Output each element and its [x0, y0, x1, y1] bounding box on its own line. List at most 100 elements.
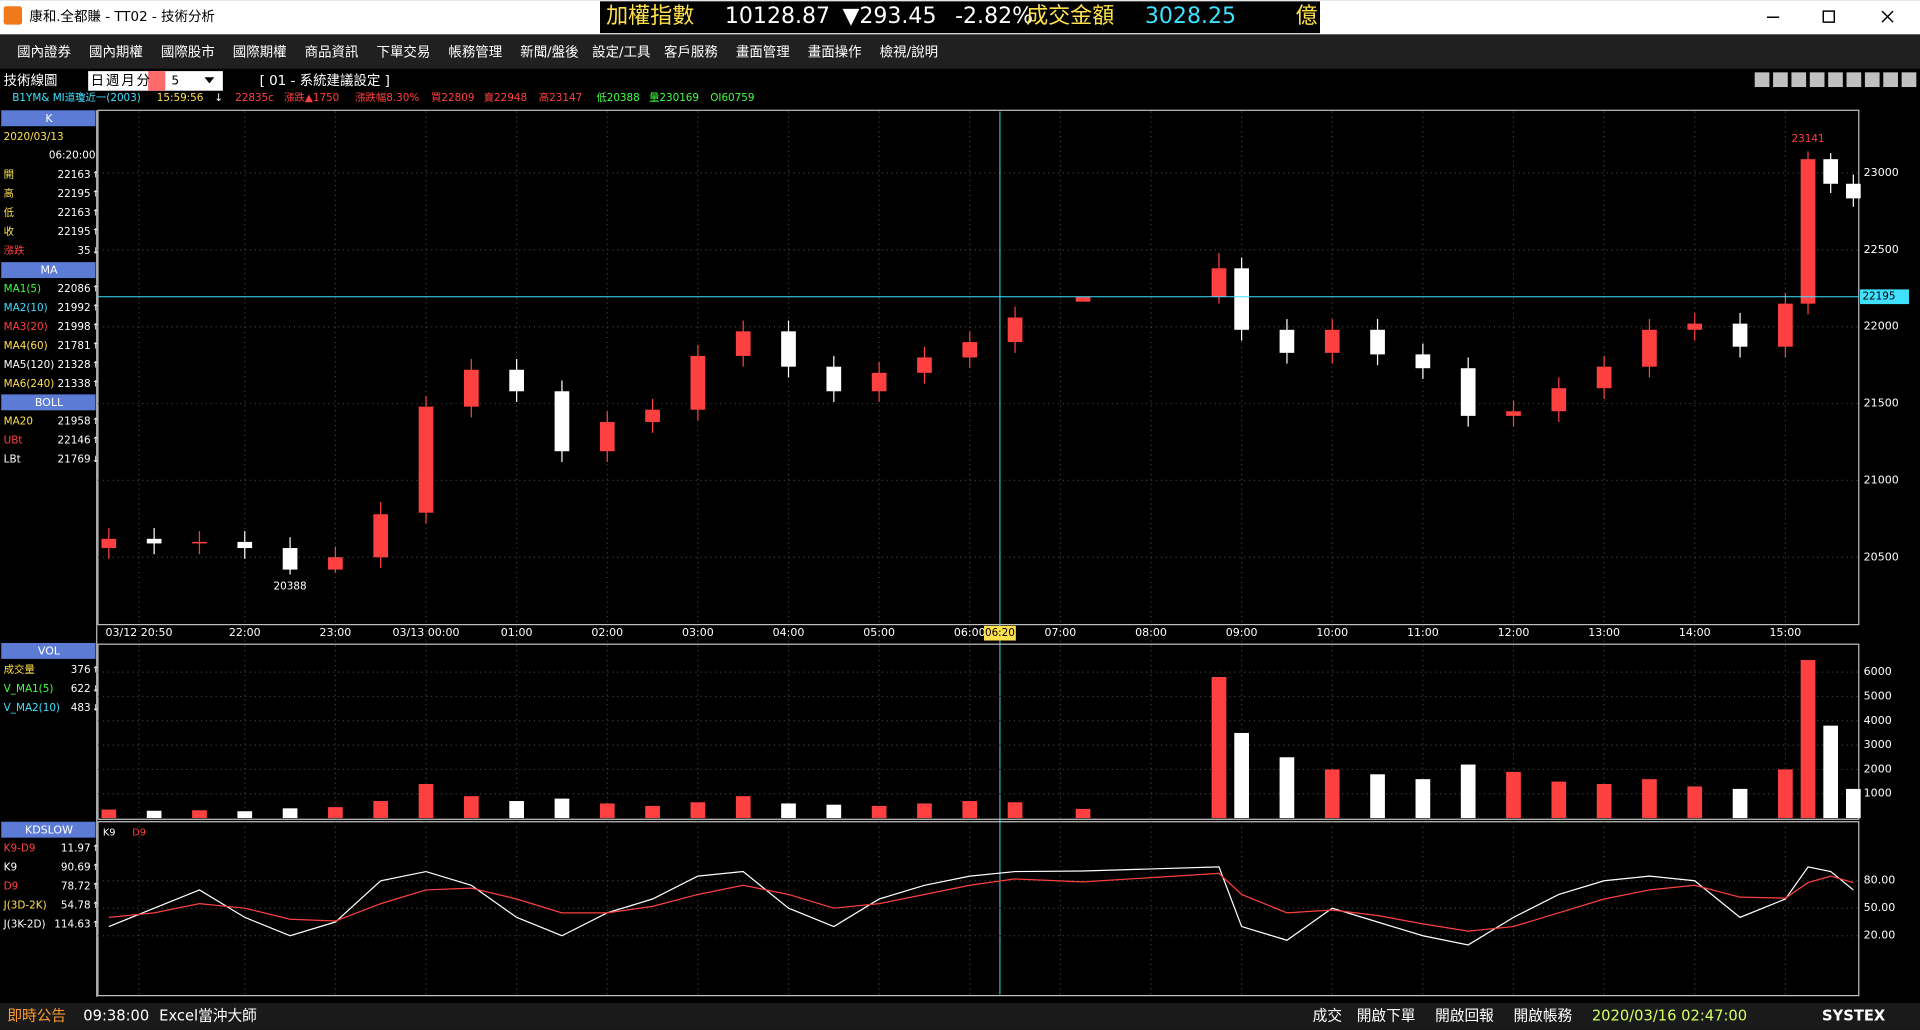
- volume-bar: [418, 784, 434, 819]
- candle-body: [917, 357, 932, 373]
- row-value: 622: [71, 683, 91, 695]
- row-value: 21958: [58, 415, 91, 427]
- volume-bar: [1642, 779, 1657, 819]
- candle-body: [328, 557, 343, 570]
- volume-bar: [1800, 659, 1816, 819]
- volume-bar: [1460, 764, 1476, 819]
- menu-item[interactable]: 設定/工具: [592, 45, 650, 61]
- period-option[interactable]: 日: [91, 74, 104, 89]
- x-tick-label: 02:00: [591, 626, 623, 639]
- status-item[interactable]: 開啟回報: [1435, 1007, 1494, 1024]
- chart-bar: 1000 2000 3000 4000 5000 6000: [97, 659, 1892, 819]
- legend-entry: D9: [132, 828, 146, 839]
- volume-bar: [1732, 788, 1748, 819]
- panel-header: [1, 110, 96, 127]
- row-value: 35: [77, 245, 90, 257]
- volume-bar: [1370, 774, 1385, 819]
- volume-bar: [599, 803, 615, 819]
- row-arrow: ↓: [92, 455, 99, 465]
- candle-body: [1596, 366, 1612, 389]
- tool-icon[interactable]: [1828, 72, 1843, 88]
- menu-item[interactable]: 國內證券: [17, 44, 71, 61]
- row-label: 開: [4, 169, 14, 181]
- candle-body: [101, 538, 117, 549]
- quote-item: 高23147: [539, 91, 582, 104]
- y-tick-label: 20500: [1864, 550, 1899, 563]
- menu-item[interactable]: 畫面管理: [736, 45, 790, 61]
- candle-body: [962, 342, 978, 358]
- tool-icon[interactable]: [1846, 72, 1862, 88]
- row-value: 22163: [58, 169, 91, 181]
- candle-body: [1415, 354, 1431, 369]
- row-arrow: ↑: [92, 901, 99, 911]
- candle-body: [599, 422, 615, 452]
- y-tick-label: 5000: [1864, 689, 1892, 702]
- volume-bar: [781, 803, 796, 819]
- tool-icon[interactable]: [1773, 72, 1788, 88]
- status-item[interactable]: 開啟下單: [1357, 1007, 1416, 1024]
- row-arrow: ↑: [92, 417, 99, 427]
- menu-item[interactable]: 帳務管理: [448, 45, 502, 61]
- menu-item[interactable]: 畫面操作: [808, 45, 862, 61]
- interval[interactable]: 5: [171, 73, 179, 87]
- panel-title: VOL: [38, 645, 61, 658]
- ticker-item: -2.82%: [955, 4, 1033, 29]
- candle-body: [282, 548, 298, 570]
- row-value: 54.78: [61, 900, 91, 912]
- row-arrow: ↑: [92, 863, 99, 873]
- tool-icon[interactable]: [1901, 72, 1917, 88]
- close-button[interactable]: [1881, 10, 1894, 23]
- menu-item[interactable]: 國內期權: [89, 45, 143, 61]
- x-tick-label: 03/12 20:50: [106, 626, 173, 639]
- y-tick-label: 4000: [1864, 714, 1892, 727]
- row-label: MA3(20): [4, 321, 48, 333]
- row-value: 22146: [58, 434, 91, 446]
- volume-bar: [192, 810, 207, 819]
- volume-bar: [1687, 786, 1703, 819]
- menu-item[interactable]: 國際股市: [161, 44, 215, 61]
- status-item[interactable]: 開啟帳務: [1513, 1007, 1572, 1024]
- ticker-box: [600, 1, 1320, 34]
- setting-label[interactable]: [ 01 - 系統建議設定 ]: [260, 73, 390, 89]
- brand: SYSTEX: [1822, 1007, 1886, 1024]
- volume-bar: [237, 811, 253, 819]
- menu-item[interactable]: 檢視/說明: [880, 44, 938, 61]
- ticker-item: 成交金額: [1026, 4, 1114, 29]
- row-arrow: ↓: [92, 684, 99, 694]
- period-option[interactable]: 週: [106, 73, 119, 89]
- tool-icon[interactable]: [1809, 72, 1825, 88]
- period-option[interactable]: 分: [137, 73, 150, 89]
- volume-bar: [1506, 771, 1521, 819]
- x-tick-label: 22:00: [229, 626, 261, 639]
- row-value: 22163: [58, 207, 91, 219]
- period-option[interactable]: 月: [121, 74, 134, 89]
- panel-title: KDSLOW: [25, 823, 73, 836]
- menu-item[interactable]: 商品資訊: [305, 45, 359, 61]
- menu-item[interactable]: 國際期權: [233, 45, 287, 61]
- tool-icon[interactable]: [1883, 72, 1898, 88]
- volume-bar: [101, 809, 117, 819]
- menu-item[interactable]: 客戶服務: [664, 44, 718, 61]
- charts: 20500 21000 21500 22000 22500 23000 03/12 20:5…: [97, 111, 1909, 995]
- panel-title: BOLL: [35, 396, 64, 409]
- row-value: 21769: [58, 453, 91, 465]
- quote-item: 賣22948: [484, 91, 527, 104]
- chart-candlestick: 20500 21000 21500 22000 22500 23000 03/12 20:5…: [97, 111, 1909, 995]
- row-arrow: ↑: [92, 882, 99, 892]
- volume-bar: [282, 808, 298, 819]
- x-tick-label: 03:00: [682, 626, 714, 639]
- menu-item[interactable]: 新聞/盤後: [520, 45, 579, 61]
- maximize-button[interactable]: [1822, 10, 1836, 23]
- row-label: K9: [4, 862, 17, 874]
- y-tick-label: 50.00: [1864, 901, 1896, 914]
- tool-icon[interactable]: [1754, 72, 1770, 88]
- y-tick-label: 1000: [1864, 787, 1892, 800]
- x-tick-label: 14:00: [1679, 626, 1711, 639]
- row-label: D9: [4, 881, 19, 893]
- candle-body: [554, 391, 570, 452]
- row-label: 高: [4, 187, 14, 200]
- tool-icon[interactable]: [1791, 72, 1807, 88]
- tool-icon[interactable]: [1864, 72, 1880, 88]
- y-tick-label: 23000: [1864, 166, 1899, 179]
- menu-item[interactable]: 下單交易: [377, 44, 431, 61]
